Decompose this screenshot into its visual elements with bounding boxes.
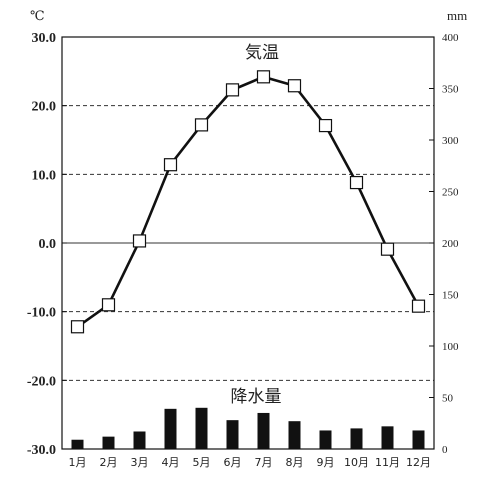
left-tick-label: -30.0 [27, 443, 56, 458]
month-label: 5月 [193, 456, 211, 469]
precipitation-bar [412, 430, 425, 449]
left-axis-ticks: 30.0 20.0 10.0 0.0 -10.0 -20.0 -30.0 [27, 31, 67, 458]
precipitation-bar [102, 436, 115, 449]
temperature-point [101, 298, 116, 312]
temperature-point [194, 118, 209, 132]
month-label: 11月 [375, 456, 400, 469]
left-axis-unit: ℃ [30, 8, 45, 23]
precipitation-bar [288, 421, 301, 449]
precipitation-bar [226, 420, 239, 449]
precipitation-bar [319, 430, 332, 449]
temperature-point [380, 242, 395, 256]
precipitation-bar [350, 428, 363, 449]
temperature-point [163, 158, 178, 172]
left-tick-label: 0.0 [39, 237, 57, 252]
temperature-point [70, 320, 85, 334]
month-label: 9月 [317, 456, 335, 469]
month-label: 2月 [100, 456, 118, 469]
temperature-point [318, 118, 333, 133]
right-tick-label: 0 [442, 444, 448, 456]
right-tick-label: 50 [442, 393, 454, 405]
temperature-point [225, 83, 240, 97]
right-tick-label: 100 [442, 341, 459, 353]
left-tick-label: 10.0 [32, 168, 57, 183]
precipitation-bar [381, 426, 394, 449]
temperature-line [76, 75, 420, 328]
temperature-point [349, 175, 364, 190]
grid-lines [62, 105, 434, 381]
temperature-point [287, 79, 302, 93]
right-tick-label: 400 [442, 32, 459, 44]
temperature-point [132, 234, 147, 248]
left-tick-label: 30.0 [32, 31, 57, 46]
right-tick-label: 250 [442, 187, 459, 199]
precipitation-bars [71, 407, 425, 449]
month-label: 10月 [344, 456, 369, 469]
left-tick-label: -20.0 [27, 374, 56, 389]
precipitation-series-label: 降水量 [231, 387, 282, 407]
precipitation-bar [195, 407, 208, 449]
month-label: 8月 [286, 456, 304, 469]
month-label: 12月 [406, 456, 431, 469]
right-tick-label: 300 [442, 135, 459, 147]
right-tick-label: 350 [442, 84, 459, 96]
precipitation-bar [71, 439, 84, 449]
left-tick-label: 20.0 [32, 100, 57, 115]
temperature-point [256, 70, 271, 84]
temperature-series-label: 気温 [245, 43, 279, 63]
right-axis-unit: mm [447, 8, 467, 23]
precipitation-bar [257, 412, 270, 449]
month-label: 1月 [69, 456, 87, 469]
precipitation-bar [133, 431, 146, 449]
month-labels: 1月 2月 3月 4月 5月 6月 7月 8月 9月 10月 11月 12月 [69, 456, 432, 469]
month-label: 6月 [224, 456, 242, 469]
left-tick-label: -10.0 [27, 306, 56, 321]
month-label: 3月 [131, 456, 149, 469]
precipitation-bar [164, 408, 177, 449]
right-axis-ticks: 400 350 300 250 200 150 100 50 0 [429, 32, 459, 456]
right-tick-label: 200 [442, 238, 459, 250]
temperature-line-layer [70, 70, 426, 334]
temperature-point [411, 299, 426, 313]
right-tick-label: 150 [442, 290, 459, 302]
month-label: 7月 [255, 456, 273, 469]
month-label: 4月 [162, 456, 180, 469]
